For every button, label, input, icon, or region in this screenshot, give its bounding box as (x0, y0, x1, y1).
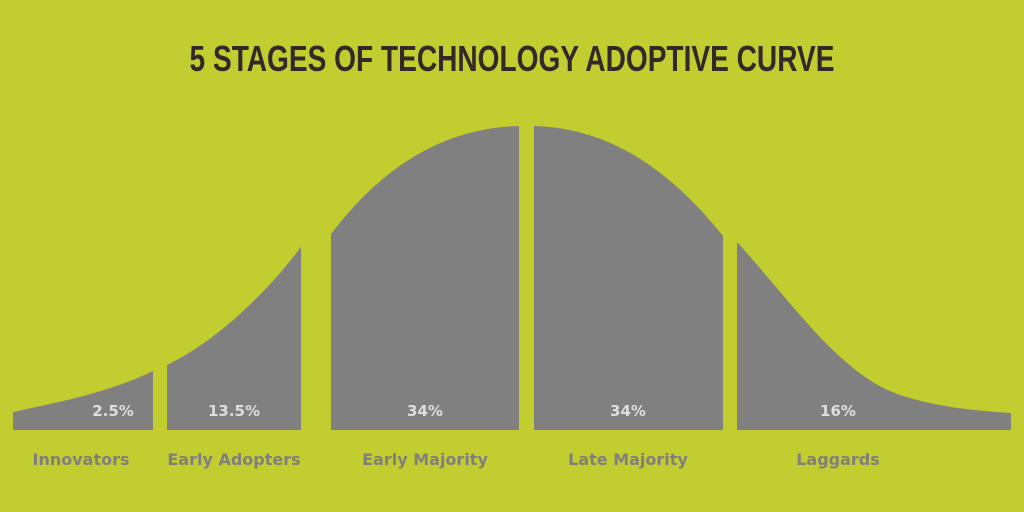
segment-early-majority (331, 126, 519, 430)
label-innovators: Innovators (32, 450, 130, 469)
label-early-majority: Early Majority (362, 450, 488, 469)
segment-late-majority (534, 126, 723, 430)
chart-title: 5 STAGES OF TECHNOLOGY ADOPTIVE CURVE (189, 38, 835, 79)
label-late-majority: Late Majority (568, 450, 688, 469)
label-early-adopters: Early Adopters (167, 450, 301, 469)
percent-early-adopters: 13.5% (207, 402, 261, 420)
percent-late-majority: 34% (610, 402, 646, 420)
percent-early-majority: 34% (407, 402, 443, 420)
segment-early-adopters (167, 247, 301, 430)
label-laggards: Laggards (796, 450, 880, 469)
percent-laggards: 16% (820, 402, 856, 420)
segment-innovators (13, 371, 153, 430)
segment-laggards (737, 242, 1011, 430)
percent-innovators: 2.5% (92, 402, 134, 420)
